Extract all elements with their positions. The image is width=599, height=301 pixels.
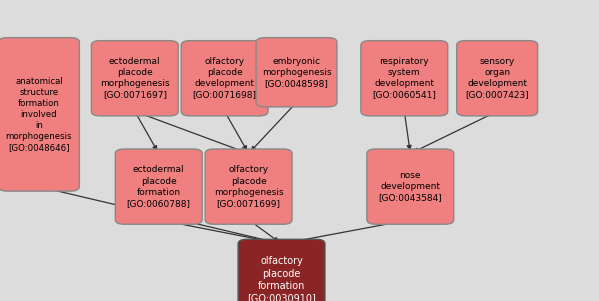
FancyBboxPatch shape <box>181 41 268 116</box>
FancyBboxPatch shape <box>361 41 448 116</box>
FancyBboxPatch shape <box>456 41 538 116</box>
Text: nose
development
[GO:0043584]: nose development [GO:0043584] <box>379 171 442 202</box>
Text: olfactory
placode
formation
[GO:0030910]: olfactory placode formation [GO:0030910] <box>247 256 316 301</box>
FancyBboxPatch shape <box>92 41 179 116</box>
Text: sensory
organ
development
[GO:0007423]: sensory organ development [GO:0007423] <box>465 57 529 99</box>
Text: ectodermal
placode
morphogenesis
[GO:0071697]: ectodermal placode morphogenesis [GO:007… <box>100 57 170 99</box>
Text: olfactory
placode
morphogenesis
[GO:0071699]: olfactory placode morphogenesis [GO:0071… <box>214 166 283 208</box>
FancyBboxPatch shape <box>256 38 337 107</box>
FancyBboxPatch shape <box>0 38 79 191</box>
Text: anatomical
structure
formation
involved
in
morphogenesis
[GO:0048646]: anatomical structure formation involved … <box>5 76 72 152</box>
FancyBboxPatch shape <box>367 149 454 224</box>
FancyBboxPatch shape <box>115 149 202 224</box>
Text: embryonic
morphogenesis
[GO:0048598]: embryonic morphogenesis [GO:0048598] <box>262 57 331 88</box>
FancyBboxPatch shape <box>205 149 292 224</box>
FancyBboxPatch shape <box>238 239 325 301</box>
Text: olfactory
placode
development
[GO:0071698]: olfactory placode development [GO:007169… <box>193 57 256 99</box>
Text: ectodermal
placode
formation
[GO:0060788]: ectodermal placode formation [GO:0060788… <box>127 166 190 208</box>
Text: respiratory
system
development
[GO:0060541]: respiratory system development [GO:00605… <box>373 57 436 99</box>
